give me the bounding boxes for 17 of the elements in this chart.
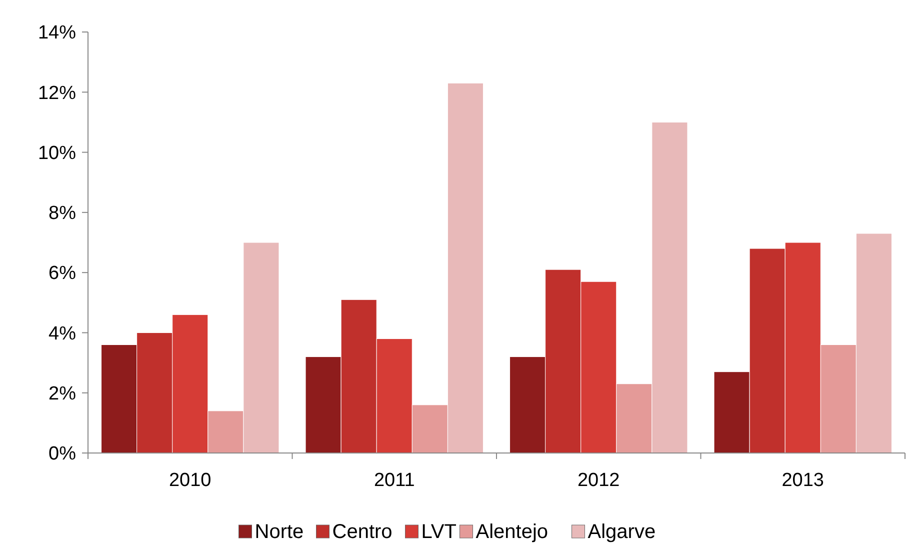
y-tick-label: 8% bbox=[48, 203, 76, 224]
y-tick-label: 0% bbox=[48, 444, 76, 465]
x-tick-label: 2011 bbox=[374, 470, 415, 491]
y-tick-label: 14% bbox=[38, 22, 76, 44]
y-tick-label: 4% bbox=[48, 323, 76, 344]
legend-label: Algarve bbox=[588, 521, 656, 543]
legend-label: Centro bbox=[332, 521, 392, 543]
x-tick-label: 2013 bbox=[782, 470, 824, 491]
legend-label: Norte bbox=[254, 521, 304, 543]
y-tick-label: 10% bbox=[38, 142, 76, 164]
legend-label: Alentejo bbox=[476, 521, 548, 543]
y-tick-label: 12% bbox=[38, 82, 76, 104]
x-tick-label: 2010 bbox=[168, 470, 212, 491]
x-tick-label: 2012 bbox=[577, 470, 620, 491]
y-tick-label: 6% bbox=[48, 263, 76, 284]
legend-label: LVT bbox=[421, 521, 456, 543]
y-tick-label: 2% bbox=[48, 384, 76, 405]
